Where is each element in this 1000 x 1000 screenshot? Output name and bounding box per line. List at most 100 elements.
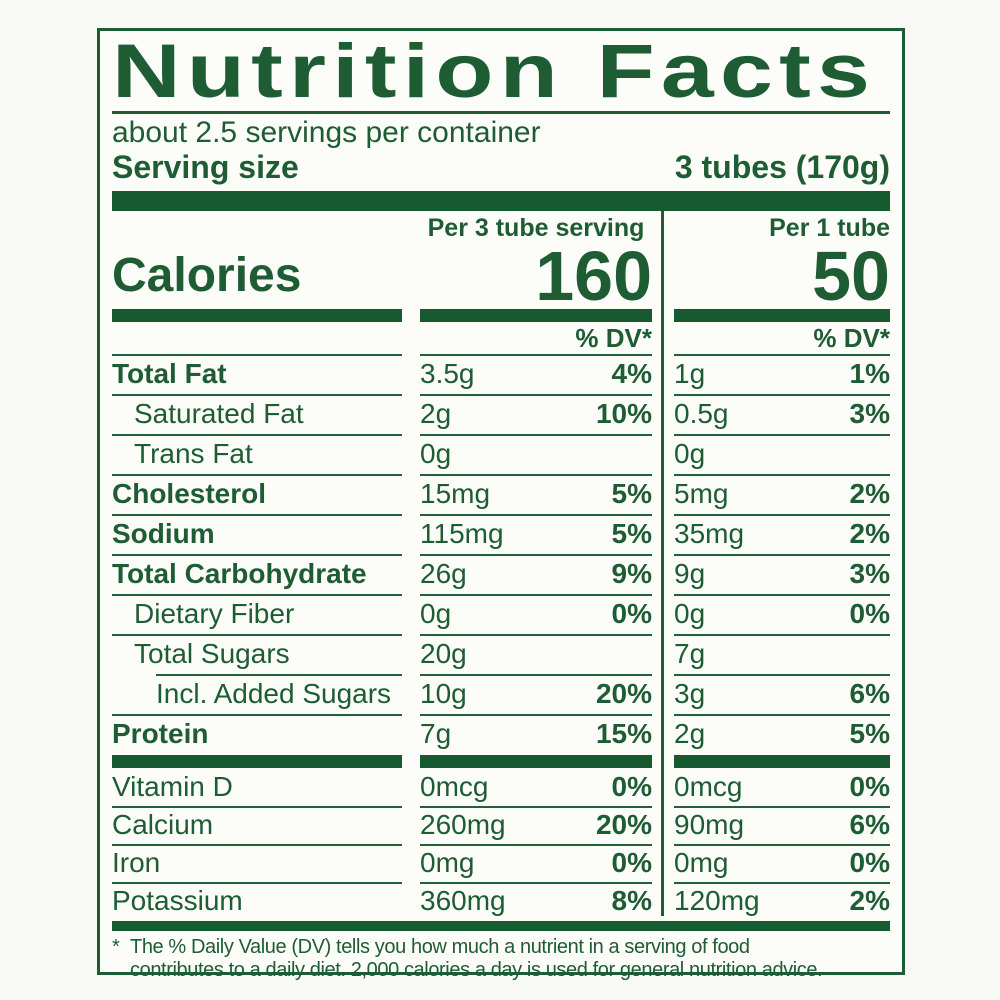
dv-header-col2: % DV*	[813, 322, 890, 353]
nutrient-daily-value: 20%	[595, 678, 652, 709]
nutrient-daily-value: 8%	[611, 885, 652, 916]
nutrient-amount: 15mg	[420, 478, 491, 509]
nutrition-facts-label: Nutrition Facts about 2.5 servings per c…	[97, 28, 905, 981]
nutrient-amount: 0mcg	[420, 771, 489, 802]
nutrient-name: Potassium	[112, 885, 243, 916]
servings-per-container: about 2.5 servings per container	[112, 116, 541, 149]
nutrient-row-total-fat: Total Fat 3.5g 4% 1g 1%	[112, 354, 890, 394]
nutrient-name: Trans Fat	[134, 438, 253, 469]
calories-value-per-tube: 50	[812, 237, 890, 315]
nutrient-name: Calcium	[112, 809, 214, 840]
nutrient-amount: 115mg	[420, 518, 504, 549]
nutrient-daily-value: 5%	[611, 478, 652, 509]
nutrient-daily-value: 3%	[849, 398, 890, 429]
nutrient-amount: 0g	[420, 598, 452, 629]
nutrient-row-incl-added-sugars: Incl. Added Sugars 10g 20% 3g 6%	[112, 674, 890, 714]
label-title: Nutrition Facts	[112, 29, 877, 114]
nutrient-row-protein: Protein 7g 15% 2g 5%	[112, 714, 890, 754]
nutrient-daily-value: 4%	[611, 358, 652, 389]
title-rule-divider	[112, 111, 890, 114]
nutrient-amount: 0g	[674, 598, 706, 629]
bar-segment	[112, 309, 402, 322]
footer-divider-bar	[112, 921, 890, 931]
calories-row: Calories 160 50	[112, 237, 890, 315]
daily-value-footnote: * The % Daily Value (DV) tells you how m…	[112, 936, 890, 982]
nutrient-name: Cholesterol	[112, 478, 267, 509]
nutrient-name: Dietary Fiber	[134, 598, 295, 629]
nutrient-name: Total Sugars	[134, 638, 290, 669]
nutrient-daily-value: 2%	[849, 885, 890, 916]
nutrient-daily-value: 5%	[611, 518, 652, 549]
nutrient-daily-value: 20%	[595, 809, 652, 840]
bar-segment	[674, 755, 890, 768]
bar-segment	[420, 309, 652, 322]
nutrient-amount: 3g	[674, 678, 706, 709]
nutrient-row-potassium: Potassium 360mg 8% 120mg 2%	[112, 882, 890, 920]
daily-value-header-row: % DV* % DV*	[112, 322, 890, 354]
nutrient-amount: 2g	[420, 398, 452, 429]
nutrition-table: Per 3 tube serving Per 1 tube Calories 1…	[112, 211, 890, 931]
column-divider-line	[661, 211, 664, 916]
serving-size-label: Serving size	[112, 149, 299, 185]
nutrient-amount: 90mg	[674, 809, 745, 840]
nutrient-row-iron: Iron 0mg 0% 0mg 0%	[112, 844, 890, 882]
nutrient-row-total-carbohydrate: Total Carbohydrate 26g 9% 9g 3%	[112, 554, 890, 594]
nutrient-name: Total Fat	[112, 358, 227, 389]
nutrient-row-sodium: Sodium 115mg 5% 35mg 2%	[112, 514, 890, 554]
nutrient-amount: 20g	[420, 638, 467, 669]
column-headers-row: Per 3 tube serving Per 1 tube	[112, 211, 890, 245]
nutrient-amount: 7g	[420, 718, 452, 749]
nutrient-daily-value: 2%	[849, 518, 890, 549]
nutrient-row-dietary-fiber: Dietary Fiber 0g 0% 0g 0%	[112, 594, 890, 634]
bar-segment	[420, 755, 652, 768]
bar-segment	[112, 755, 402, 768]
bar-segment	[674, 309, 890, 322]
calories-label: Calories	[112, 249, 302, 302]
nutrient-amount: 9g	[674, 558, 706, 589]
nutrient-amount: 0mg	[674, 847, 729, 878]
nutrient-amount: 35mg	[674, 518, 745, 549]
nutrient-name: Saturated Fat	[134, 398, 304, 429]
nutrient-amount: 0mcg	[674, 771, 743, 802]
nutrient-daily-value: 0%	[611, 771, 652, 802]
nutrient-daily-value: 6%	[849, 809, 890, 840]
nutrient-rows: Total Fat 3.5g 4% 1g 1% Saturated Fat 2g 10% 0.5…	[112, 354, 890, 754]
nutrient-amount: 10g	[420, 678, 467, 709]
nutrient-amount: 360mg	[420, 885, 506, 916]
header-divider-bar	[112, 191, 890, 211]
calories-value-per-serving: 160	[535, 237, 652, 315]
nutrient-row-total-sugars: Total Sugars 20g 7g	[112, 634, 890, 674]
nutrient-row-cholesterol: Cholesterol 15mg 5% 5mg 2%	[112, 474, 890, 514]
nutrient-row-trans-fat: Trans Fat 0g 0g	[112, 434, 890, 474]
nutrient-daily-value: 2%	[849, 478, 890, 509]
nutrient-amount: 0g	[420, 438, 452, 469]
footnote-line: contributes to a daily diet. 2,000 calor…	[130, 959, 823, 981]
nutrient-daily-value: 9%	[611, 558, 652, 589]
nutrient-name: Sodium	[112, 518, 215, 549]
column-header-per-3-tube: Per 3 tube serving	[427, 214, 645, 242]
nutrient-daily-value: 1%	[849, 358, 890, 389]
nutrient-daily-value: 0%	[849, 771, 890, 802]
nutrient-amount: 2g	[674, 718, 706, 749]
nutrient-name: Total Carbohydrate	[112, 558, 367, 589]
nutrient-daily-value: 10%	[595, 398, 652, 429]
nutrient-amount: 260mg	[420, 809, 506, 840]
nutrient-name: Vitamin D	[112, 771, 233, 802]
nutrient-daily-value: 0%	[611, 847, 652, 878]
nutrient-daily-value: 15%	[595, 718, 652, 749]
mineral-rows: Vitamin D 0mcg 0% 0mcg 0% Calcium 260mg 20% 90mg…	[112, 768, 890, 920]
nutrient-amount: 0g	[674, 438, 706, 469]
nutrient-row-calcium: Calcium 260mg 20% 90mg 6%	[112, 806, 890, 844]
nutrient-daily-value: 0%	[849, 598, 890, 629]
dv-header-col1: % DV*	[575, 322, 652, 353]
footnote-asterisk: *	[112, 936, 120, 958]
nutrient-daily-value: 5%	[849, 718, 890, 749]
nutrient-amount: 0mg	[420, 847, 475, 878]
protein-separator-bars	[112, 755, 890, 768]
nutrient-row-saturated-fat: Saturated Fat 2g 10% 0.5g 3%	[112, 394, 890, 434]
nutrient-daily-value: 0%	[849, 847, 890, 878]
column-header-per-1-tube: Per 1 tube	[769, 214, 890, 242]
nutrient-amount: 26g	[420, 558, 467, 589]
nutrient-name: Incl. Added Sugars	[156, 678, 392, 709]
footnote-text: The % Daily Value (DV) tells you how muc…	[130, 936, 823, 982]
